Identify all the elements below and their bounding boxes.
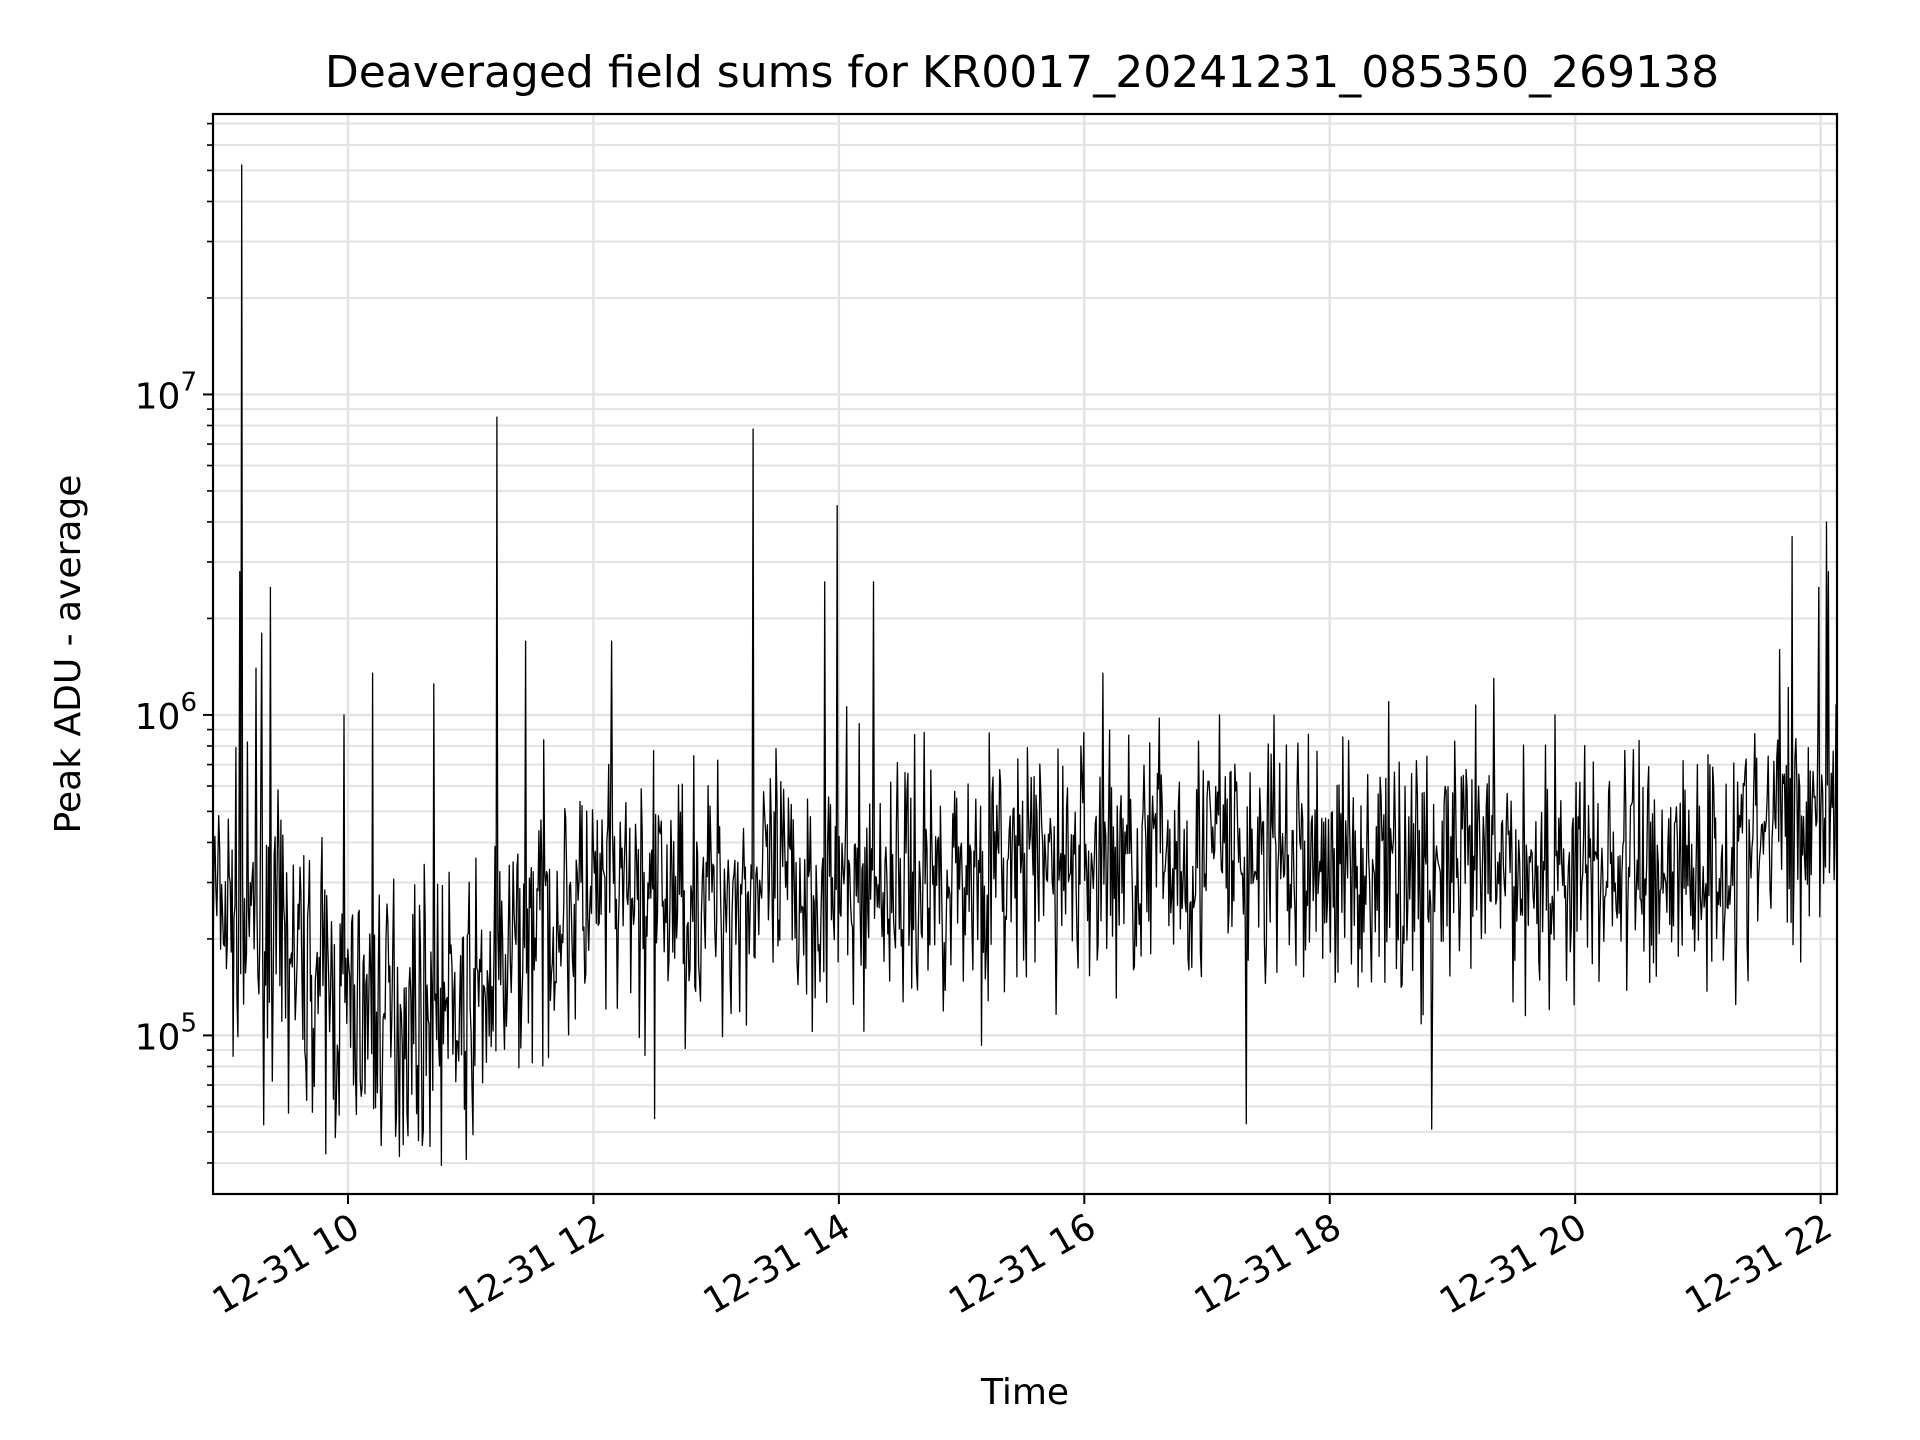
y-axis-label: Peak ADU - average (48, 475, 89, 834)
x-tick-label: 12-31 18 (1188, 1206, 1349, 1322)
x-axis-label: Time (980, 1372, 1069, 1413)
y-axis: 105 106 107 (135, 122, 213, 1164)
x-tick-label: 12-31 16 (942, 1206, 1103, 1322)
y-tick-label: 106 (135, 688, 197, 738)
plot-frame (211, 112, 1839, 1196)
x-tick-label: 12-31 10 (206, 1206, 367, 1322)
y-tick-label: 107 (135, 367, 197, 417)
series-line (212, 164, 1838, 1167)
series-line-group (212, 164, 1838, 1167)
x-tick-label: 12-31 12 (451, 1206, 612, 1322)
chart-title: Deaveraged field sums for KR0017_2024123… (325, 47, 1719, 98)
x-tick-label: 12-31 14 (697, 1206, 858, 1322)
x-tick-label: 12-31 22 (1678, 1206, 1839, 1322)
x-tick-label: 12-31 20 (1433, 1206, 1594, 1322)
y-tick-label: 105 (135, 1008, 197, 1058)
x-axis: 12-31 10 12-31 12 12-31 14 12-31 16 12-31 18… (206, 1194, 1839, 1323)
grid (213, 114, 1837, 1194)
